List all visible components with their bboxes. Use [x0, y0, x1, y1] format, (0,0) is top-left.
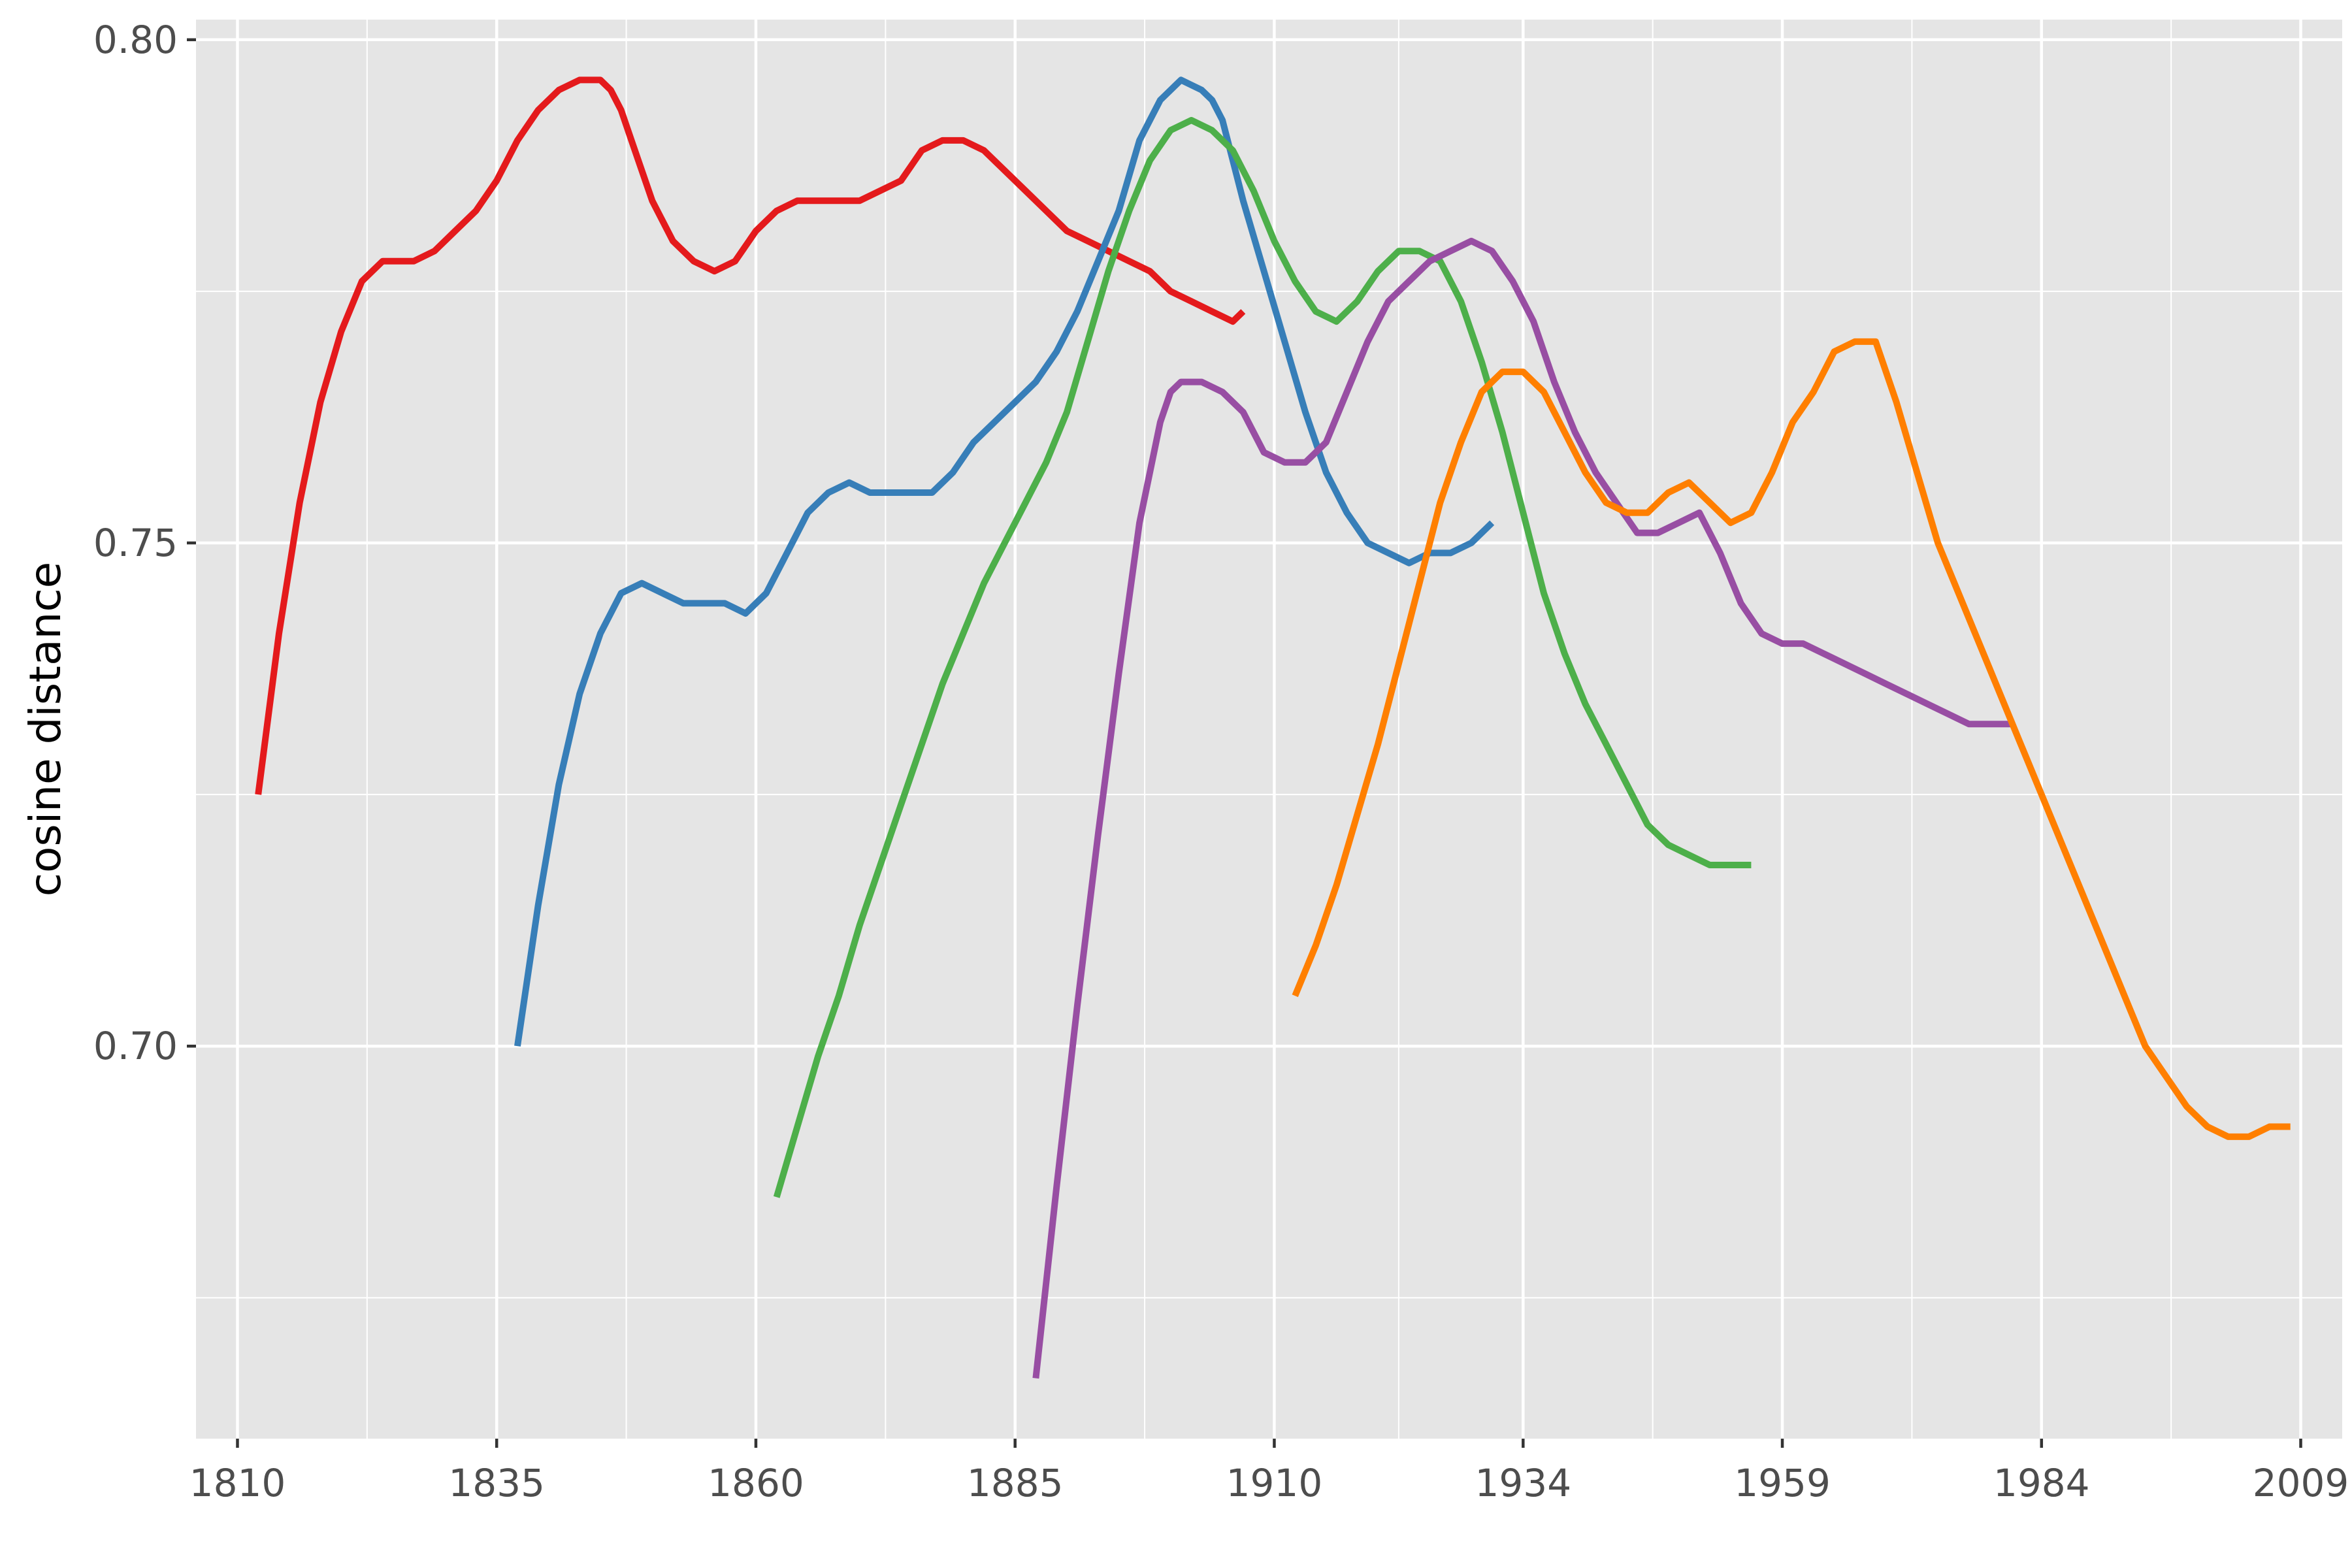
y-tick-label: 0.75 [93, 521, 178, 565]
y-axis-title: cosine distance [20, 562, 71, 896]
x-tick-label: 1835 [448, 1461, 545, 1505]
series-line-1 [255, 76, 1246, 795]
series-line-3 [773, 117, 1752, 1198]
x-tick-label: 1984 [1993, 1461, 2090, 1505]
y-axis: 0.70 0.75 0.80 [93, 18, 196, 1068]
series-line-4 [1032, 237, 2011, 1379]
x-axis: 1810 1835 1860 1885 1910 1934 1959 1984 2009 [189, 1439, 2349, 1505]
x-tick-label: 2009 [2253, 1461, 2349, 1505]
y-tick-label: 0.70 [93, 1024, 178, 1068]
x-tick-label: 1860 [708, 1461, 804, 1505]
y-tick-label: 0.80 [93, 18, 178, 62]
x-tick-label: 1910 [1226, 1461, 1323, 1505]
series-line-2 [514, 76, 1495, 1047]
x-tick-label: 1810 [189, 1461, 286, 1505]
series-group [255, 76, 2291, 1379]
x-tick-label: 1885 [967, 1461, 1064, 1505]
x-tick-label: 1959 [1734, 1461, 1831, 1505]
series-line-5 [1292, 338, 2291, 1140]
grid-major [196, 20, 2342, 1439]
plot-panel [196, 20, 2342, 1439]
x-tick-label: 1934 [1475, 1461, 1571, 1505]
